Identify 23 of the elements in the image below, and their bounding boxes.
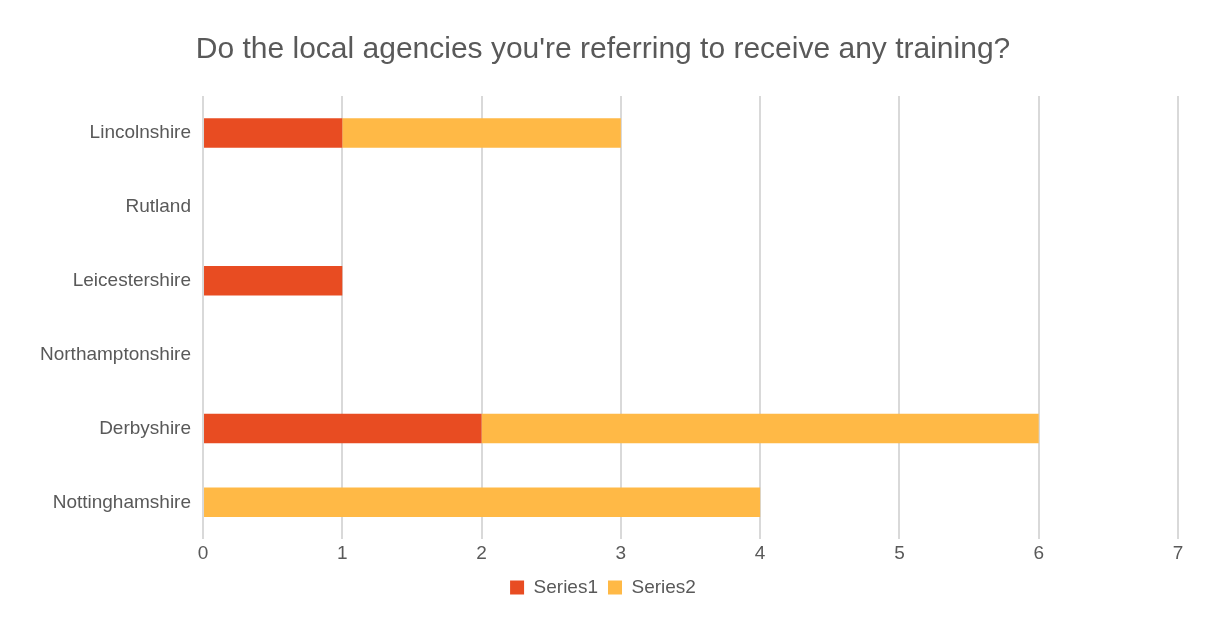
x-tick-label: 6 [1033,541,1045,563]
x-tick-label: 4 [754,541,766,563]
bar [342,118,621,148]
y-tick-label: Derbyshire [99,416,192,438]
y-tick-label: Nottinghamshire [52,490,192,512]
bar [481,413,1039,444]
x-tick-label: 2 [476,541,487,563]
chart-title: Do the local agencies you're referring to receive any training? [195,31,1011,65]
x-tick-label: 7 [1172,541,1184,563]
y-tick-label: Lincolnshire [89,121,192,143]
bar [204,118,343,148]
legend-label: Series2 [631,575,696,597]
x-tick-label: 0 [197,541,209,563]
y-tick-label: Northamptonshire [39,342,192,364]
bar [204,265,343,296]
x-tick-label: 1 [337,541,348,563]
bar [204,487,761,518]
y-tick-label: Rutland [125,195,192,217]
legend-label: Series1 [533,575,598,597]
bar [204,413,482,444]
x-tick-label: 5 [894,541,905,563]
x-tick-label: 3 [615,541,627,563]
y-tick-label: Leicestershire [72,268,192,290]
